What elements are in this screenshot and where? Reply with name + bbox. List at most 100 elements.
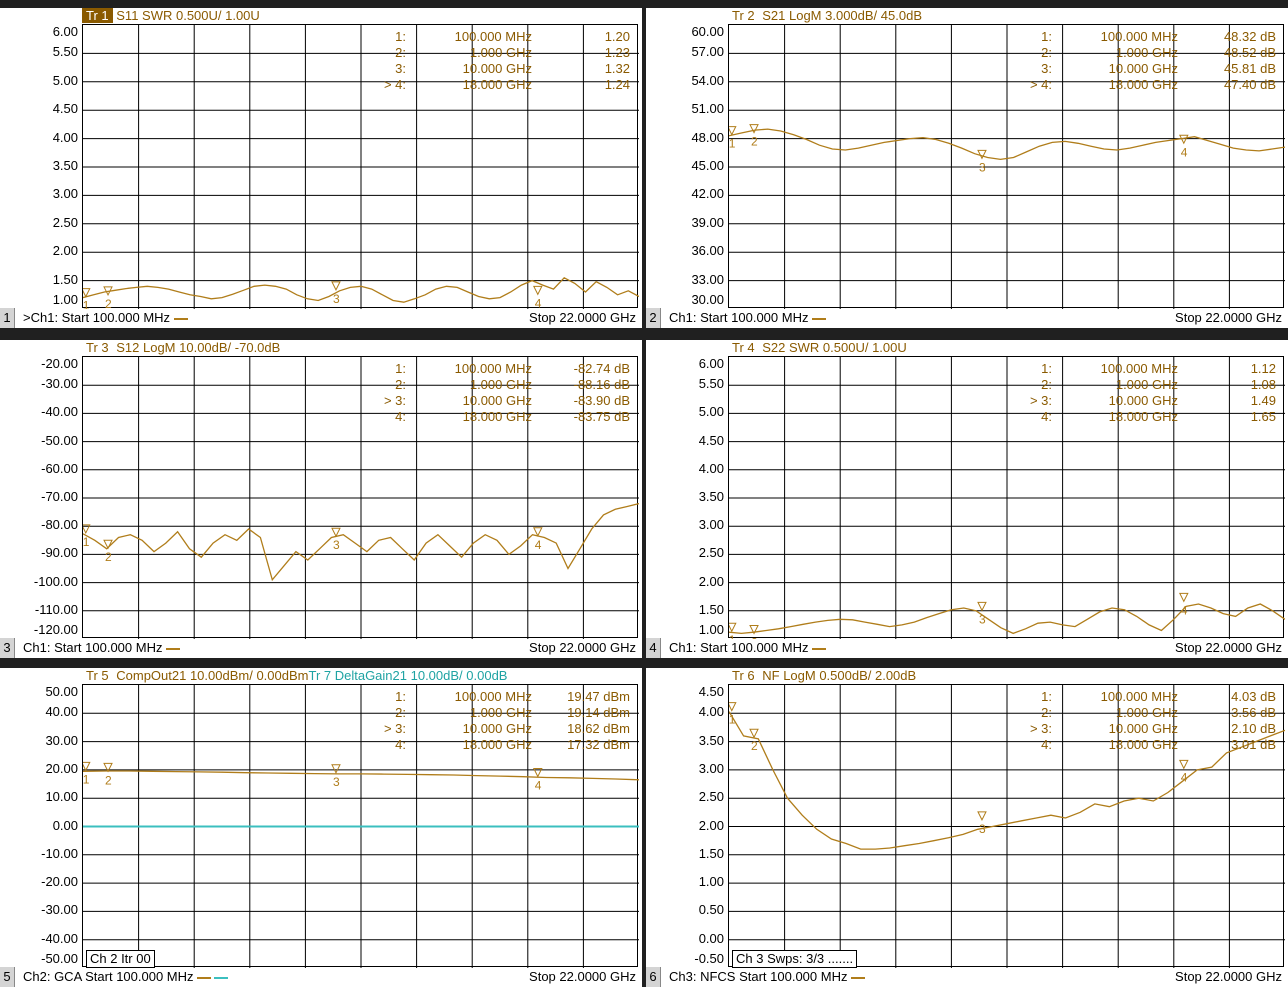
stop-frequency[interactable]: Stop 22.0000 GHz [529,969,636,984]
marker-frequency: 10.000 GHz [462,393,532,408]
channel-footer[interactable]: 1 >Ch1: Start 100.000 MHz Stop 22.0000 GH… [0,308,642,328]
marker-readout-row[interactable]: 3: 10.000 GHz 45.81 dB [728,62,1284,76]
window-number[interactable]: 6 [646,967,661,987]
trace-title[interactable]: Tr 6 NF LogM 0.500dB/ 2.00dB [728,668,916,684]
marker-triangle [331,281,341,291]
channel-status-box: Ch 3 Swps: 3/3 ....... [732,950,858,968]
marker-readout-row[interactable]: 1: 100.000 MHz 1.20 [82,30,638,44]
marker-readout-row[interactable]: 2: 1.000 GHz -88.16 dB [82,378,638,392]
plot-grid[interactable]: 1 2 3 4 [82,356,639,639]
stop-frequency[interactable]: Stop 22.0000 GHz [529,640,636,655]
y-axis-label: -30.00 [41,902,78,918]
marker-readout-row[interactable]: 1: 100.000 MHz 48.32 dB [728,30,1284,44]
marker-readout-row[interactable]: 2: 1.000 GHz 1.23 [82,46,638,60]
trace-title[interactable]: Tr 3 S12 LogM 10.00dB/ -70.0dB [82,340,280,356]
y-axis-label: 2.00 [698,573,724,589]
trace-panel-4[interactable]: Tr 4 S22 SWR 0.500U/ 1.00U 1 2 3 4 6.00 5.50 5.… [646,340,1288,658]
marker-readout-row[interactable]: > 4: 18.000 GHz 1.24 [82,78,638,92]
trace-title[interactable]: Tr 2 S21 LogM 3.000dB/ 45.0dB [728,8,922,24]
marker-readout-row[interactable]: 4: 18.000 GHz 3.01 dB [728,738,1284,752]
start-frequency[interactable]: Start 100.000 MHz [85,969,198,984]
stop-frequency[interactable]: Stop 22.0000 GHz [1175,310,1282,325]
marker-index: > 3: [383,393,406,408]
trace-number[interactable]: Tr 3 [86,340,109,355]
marker-value: 4.03 dB [1231,689,1276,704]
y-axis-label: 5.50 [52,44,78,60]
start-frequency[interactable]: Start 100.000 MHz [700,310,813,325]
channel-footer[interactable]: 6 Ch3: NFCS Start 100.000 MHz Stop 22.000… [646,967,1288,987]
marker-readout-row[interactable]: 1: 100.000 MHz -82.74 dB [82,362,638,376]
channel-footer[interactable]: 4 Ch1: Start 100.000 MHz Stop 22.0000 GHz [646,638,1288,658]
plot-grid[interactable]: 1 2 3 4 [82,684,639,968]
start-frequency[interactable]: Start 100.000 MHz [739,969,852,984]
trace-title[interactable]: Tr 4 S22 SWR 0.500U/ 1.00U [728,340,907,356]
window-number[interactable]: 4 [646,638,661,658]
trace-number[interactable]: Tr 4 [732,340,755,355]
trace-color-swatch [173,317,188,320]
trace-number[interactable]: Tr 2 [732,8,755,23]
marker-readout-row[interactable]: 4: 18.000 GHz 1.65 [728,410,1284,424]
stop-frequency[interactable]: Stop 22.0000 GHz [529,310,636,325]
marker-readout-row[interactable]: 2: 1.000 GHz 48.52 dB [728,46,1284,60]
trace-panel-6[interactable]: Tr 6 NF LogM 0.500dB/ 2.00dB 1 2 3 4 4.50 4.00… [646,668,1288,987]
plot-grid[interactable]: 1 2 3 4 [728,24,1285,309]
start-frequency[interactable]: Start 100.000 MHz [700,640,813,655]
trace-number[interactable]: Tr 1 [82,8,113,23]
channel-footer[interactable]: 2 Ch1: Start 100.000 MHz Stop 22.0000 GHz [646,308,1288,328]
marker-readout-row[interactable]: > 4: 18.000 GHz 47.40 dB [728,78,1284,92]
marker-value: 19.14 dBm [567,705,630,720]
trace-panel-3[interactable]: Tr 3 S12 LogM 10.00dB/ -70.0dB 1 2 3 4 -20.00… [0,340,642,658]
y-axis-label: 60.00 [691,24,724,39]
trace-plot: 1 2 3 4 [729,25,1285,309]
marker-readout-row[interactable]: > 3: 10.000 GHz 1.49 [728,394,1284,408]
channel-footer[interactable]: 5 Ch2: GCA Start 100.000 MHz Stop 22.0000… [0,967,642,987]
trace-panel-1[interactable]: Tr 1 S11 SWR 0.500U/ 1.00U 1 2 3 4 6.00 5.50 5.… [0,8,642,328]
marker-readout-row[interactable]: 2: 1.000 GHz 19.14 dBm [82,706,638,720]
stop-frequency[interactable]: Stop 22.0000 GHz [1175,640,1282,655]
start-frequency[interactable]: Start 100.000 MHz [61,310,174,325]
marker-readout-row[interactable]: 1: 100.000 MHz 4.03 dB [728,690,1284,704]
marker-value: 1.32 [604,61,630,76]
plot-grid[interactable]: 1 2 3 4 [728,684,1285,968]
marker-readout-row[interactable]: 4: 18.000 GHz 17.32 dBm [82,738,638,752]
marker-frequency: 10.000 GHz [1108,61,1178,76]
marker-readout-row[interactable]: > 3: 10.000 GHz 2.10 dB [728,722,1284,736]
trace-number[interactable]: Tr 5 [86,668,109,683]
trace-panel-5[interactable]: Tr 5 CompOut21 10.00dBm/ 0.00dBmTr 7 Del… [0,668,642,987]
marker-value: 1.08 [1250,377,1276,392]
channel-label: Ch2: GCA [23,969,86,984]
marker-readout-row[interactable]: 4: 18.000 GHz -83.75 dB [82,410,638,424]
marker-frequency: 18.000 GHz [1108,77,1178,92]
channel-footer[interactable]: 3 Ch1: Start 100.000 MHz Stop 22.0000 GHz [0,638,642,658]
trace-line [729,711,1285,850]
y-axis-label: 39.00 [691,214,724,230]
marker-readout-row[interactable]: 3: 10.000 GHz 1.32 [82,62,638,76]
marker-readout-row[interactable]: > 3: 10.000 GHz -83.90 dB [82,394,638,408]
panel-divider-vertical [642,0,646,987]
stop-frequency[interactable]: Stop 22.0000 GHz [1175,969,1282,984]
trace-panel-2[interactable]: Tr 2 S21 LogM 3.000dB/ 45.0dB 1 2 3 4 60.00 57… [646,8,1288,328]
marker-readout-row[interactable]: > 3: 10.000 GHz 18.62 dBm [82,722,638,736]
marker-label: 4 [1181,145,1188,159]
trace-title-secondary[interactable]: Tr 7 DeltaGain21 10.00dB/ 0.00dB [308,668,508,683]
trace-number[interactable]: Tr 6 [732,668,755,683]
plot-grid[interactable]: 1 2 3 4 [82,24,639,309]
marker-label: 1 [729,633,736,639]
start-frequency[interactable]: Start 100.000 MHz [54,640,167,655]
marker-index: 1: [1041,29,1052,44]
marker-frequency: 1.000 GHz [1115,705,1178,720]
window-number[interactable]: 1 [0,308,15,328]
trace-title[interactable]: Tr 1 S11 SWR 0.500U/ 1.00U [82,8,260,24]
y-axis-label: 6.00 [698,356,724,371]
marker-readout-row[interactable]: 1: 100.000 MHz 1.12 [728,362,1284,376]
marker-readout-row[interactable]: 1: 100.000 MHz 19.47 dBm [82,690,638,704]
window-number[interactable]: 5 [0,967,15,987]
marker-label: 2 [751,135,758,149]
marker-readout-row[interactable]: 2: 1.000 GHz 1.08 [728,378,1284,392]
marker-readout-row[interactable]: 2: 1.000 GHz 3.56 dB [728,706,1284,720]
trace-title[interactable]: Tr 5 CompOut21 10.00dBm/ 0.00dBmTr 7 Del… [82,668,507,684]
plot-grid[interactable]: 1 2 3 4 [728,356,1285,639]
window-number[interactable]: 3 [0,638,15,658]
y-axis-label: -80.00 [41,517,78,533]
window-number[interactable]: 2 [646,308,661,328]
